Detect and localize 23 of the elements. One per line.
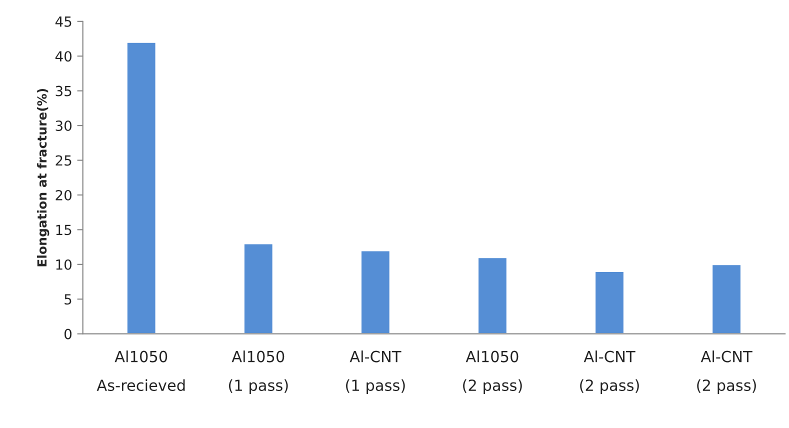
y-tick-label: 25	[56, 155, 72, 166]
y-tick-label: 0	[64, 328, 72, 340]
y-tick-label: 40	[55, 51, 72, 62]
bar	[126, 42, 157, 334]
y-tick-label: 45	[55, 16, 72, 27]
x-tick-label: Al-CNT (1 pass)	[346, 350, 405, 394]
x-tick-label: Al1050 (1 pass)	[228, 350, 288, 394]
x-tick-label: Al1050 (2 pass)	[463, 350, 522, 394]
y-tick-label: 10	[56, 259, 72, 270]
y-axis-title: Elongation at fracture(%)	[37, 88, 50, 266]
y-tick-label: 20	[56, 190, 72, 200]
bar	[243, 242, 274, 334]
bar	[360, 250, 391, 334]
y-tick-label: 35	[56, 86, 72, 96]
bar	[594, 270, 625, 334]
x-tick-label: Al1050 As-recieved	[96, 350, 185, 392]
bar	[477, 256, 508, 334]
y-tick-label: 5	[64, 294, 72, 305]
x-tick-label: Al-CNT (2 pass)	[580, 350, 639, 394]
y-tick-label: 30	[56, 120, 72, 132]
bar	[711, 264, 742, 334]
y-tick-label: 15	[56, 224, 72, 236]
x-tick-label: Al-CNT (2 pass)	[697, 350, 756, 394]
